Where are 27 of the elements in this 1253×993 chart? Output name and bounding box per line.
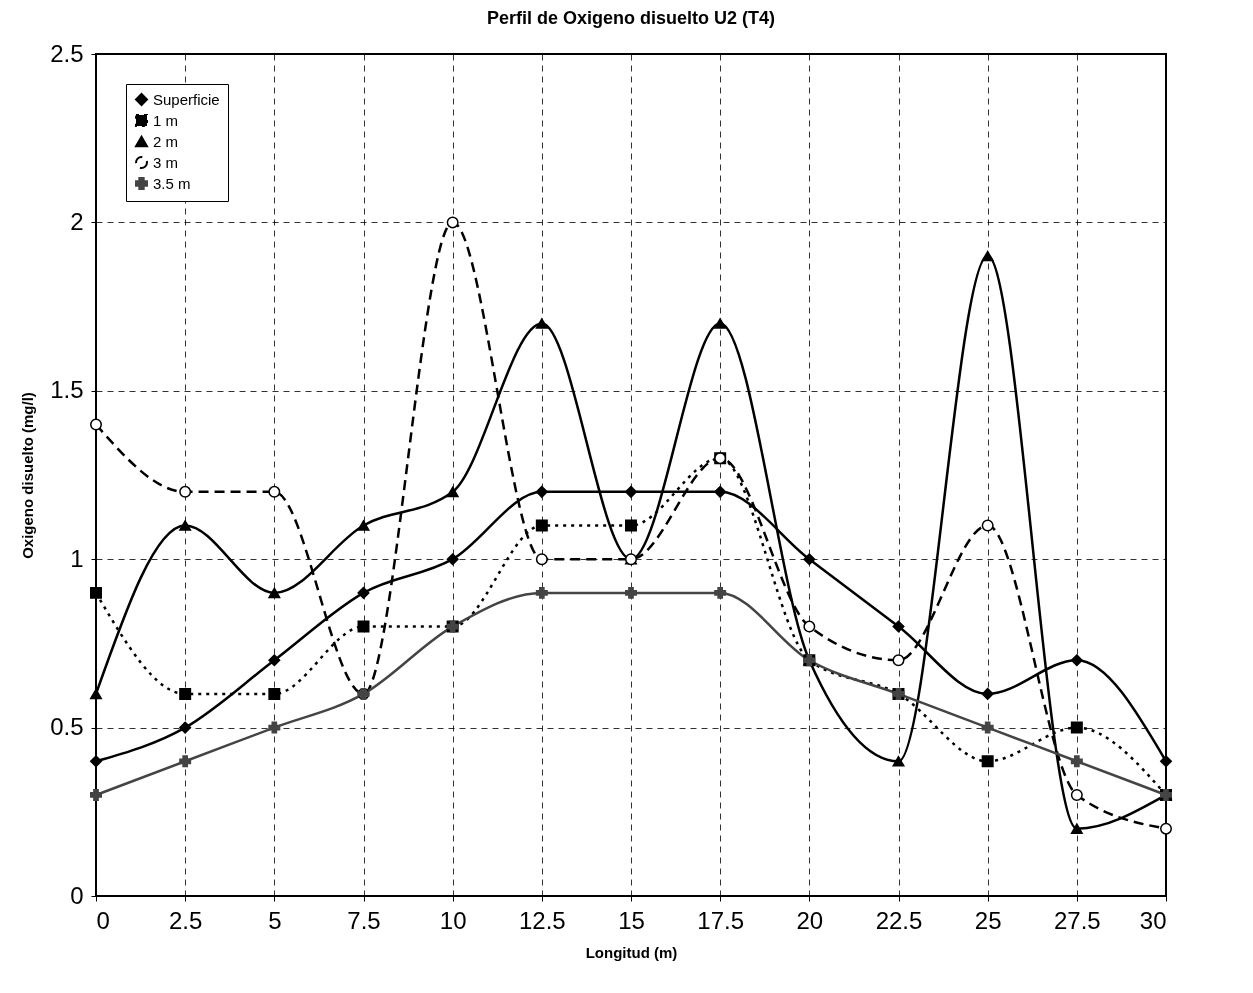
y-tick-label: 0 xyxy=(70,881,84,909)
y-axis-title: Oxigeno disuelto (mg/l) xyxy=(19,392,37,559)
x-tick-label: 20 xyxy=(796,906,824,934)
x-tick-label: 22.5 xyxy=(875,906,923,934)
x-tick-label: 27.5 xyxy=(1053,906,1101,934)
chart-title: Perfil de Oxigeno disuelto U2 (T4) xyxy=(486,8,776,28)
legend-label: 2 m xyxy=(153,132,179,150)
x-tick-label: 7.5 xyxy=(347,906,381,934)
y-tick-label: 0.5 xyxy=(50,713,84,741)
legend-label: 3 m xyxy=(153,153,179,171)
legend-label: Superficie xyxy=(153,90,220,108)
y-tick-label: 1 xyxy=(70,544,84,572)
x-tick-label: 17.5 xyxy=(697,906,745,934)
x-axis-title: Longitud (m) xyxy=(585,943,678,961)
x-tick-label: 2.5 xyxy=(168,906,203,934)
legend-label: 1 m xyxy=(153,111,179,129)
x-tick-label: 0 xyxy=(96,906,110,934)
legend-label: 3.5 m xyxy=(153,174,191,192)
y-tick-label: 2.5 xyxy=(50,39,84,67)
y-tick-label: 1.5 xyxy=(50,376,84,404)
x-tick-label: 30 xyxy=(1139,906,1167,934)
x-tick-label: 5 xyxy=(268,906,282,934)
x-tick-label: 15 xyxy=(618,906,645,934)
x-tick-label: 12.5 xyxy=(518,906,566,934)
x-tick-label: 25 xyxy=(974,906,1002,934)
y-tick-label: 2 xyxy=(70,207,84,235)
x-tick-label: 10 xyxy=(439,906,467,934)
